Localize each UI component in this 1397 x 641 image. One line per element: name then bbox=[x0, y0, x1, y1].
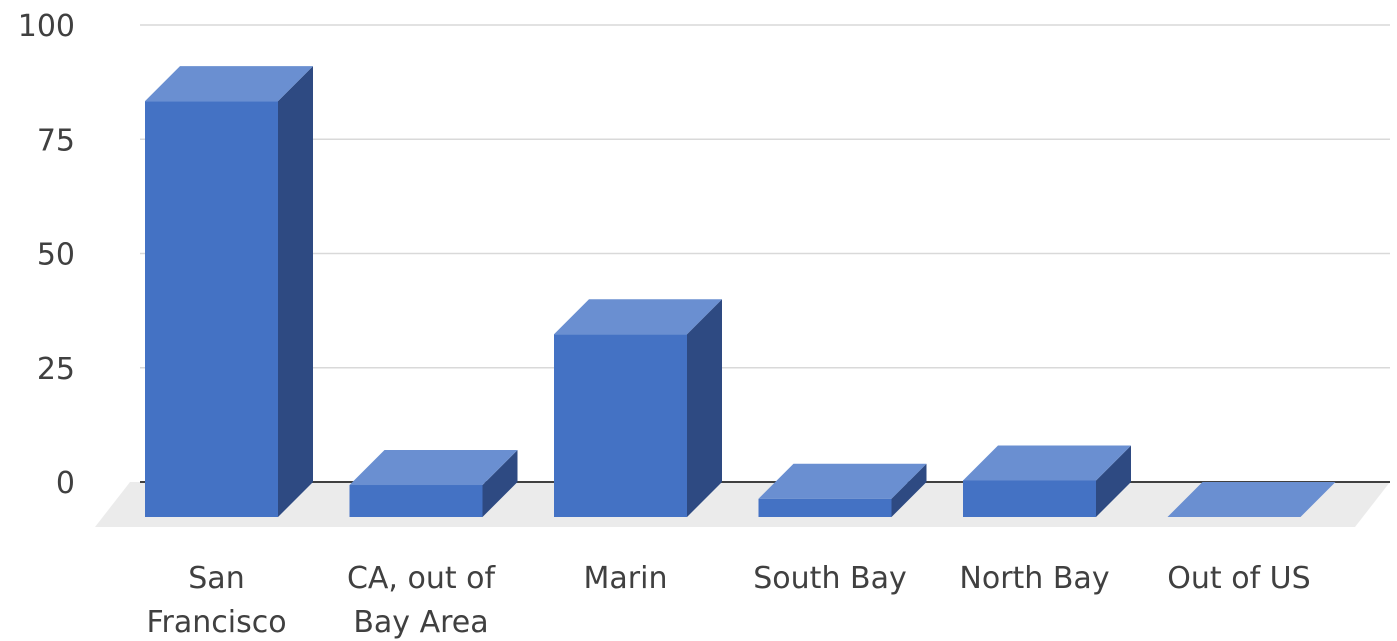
gridlines bbox=[140, 24, 1390, 483]
bar-top bbox=[349, 450, 518, 486]
bar bbox=[554, 299, 722, 517]
y-tick-label: 25 bbox=[37, 352, 75, 387]
x-axis-categories: San Francisco CA, out of Bay Area Marin South… bbox=[146, 561, 1310, 640]
bars bbox=[145, 66, 1336, 517]
category-label: CA, out of Bay Area bbox=[347, 561, 497, 640]
bar bbox=[145, 66, 313, 517]
category-label: North Bay bbox=[959, 561, 1109, 596]
y-tick-label: 50 bbox=[37, 238, 75, 273]
bar-front bbox=[963, 480, 1096, 517]
bar-top bbox=[758, 463, 927, 499]
bar-front bbox=[758, 498, 892, 517]
bar-top bbox=[963, 445, 1131, 481]
y-tick-label: 0 bbox=[56, 466, 75, 501]
bar-front bbox=[554, 334, 687, 517]
bar-front bbox=[145, 101, 278, 517]
bar bbox=[1167, 482, 1336, 517]
bar bbox=[349, 450, 518, 517]
bar-top bbox=[145, 66, 313, 102]
bar-front bbox=[349, 485, 483, 517]
y-axis-ticks: 0 25 50 75 100 bbox=[18, 9, 75, 501]
category-label: Marin bbox=[584, 561, 668, 596]
bar-side bbox=[482, 450, 518, 517]
category-label: South Bay bbox=[753, 561, 906, 596]
bar-top bbox=[1167, 482, 1336, 517]
category-label: Out of US bbox=[1167, 561, 1310, 596]
bar-side bbox=[891, 463, 927, 517]
y-tick-label: 100 bbox=[18, 9, 75, 44]
bar-side bbox=[278, 66, 313, 517]
category-label: San Francisco bbox=[146, 561, 286, 640]
bar-side bbox=[1096, 445, 1131, 517]
y-tick-label: 75 bbox=[37, 123, 75, 158]
bar-top bbox=[554, 299, 722, 335]
bar-side bbox=[687, 299, 722, 517]
bar bbox=[963, 445, 1131, 517]
bar bbox=[758, 463, 927, 517]
